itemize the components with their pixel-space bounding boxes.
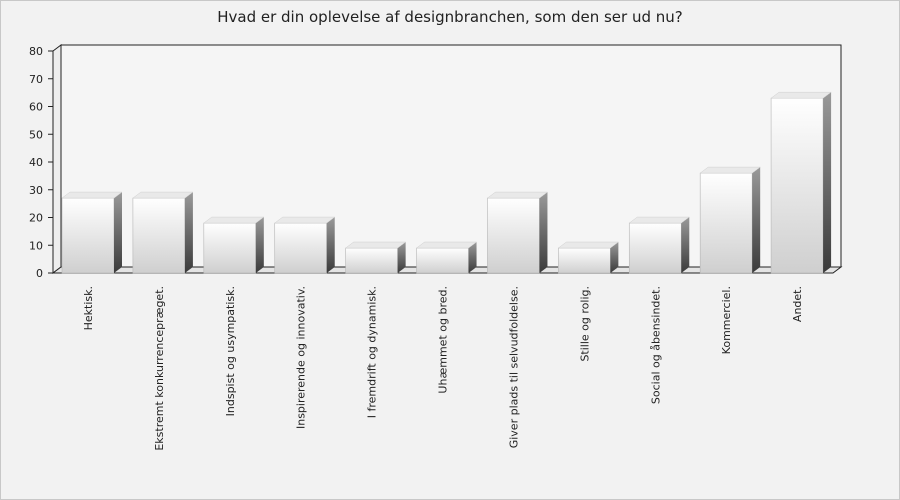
- x-tick-label: Ekstremt konkurrencepræget.: [153, 286, 166, 451]
- y-tick-label: 40: [29, 156, 43, 169]
- x-tick-label: Uhæmmet og bred.: [437, 286, 450, 394]
- bar: [203, 216, 265, 274]
- x-tick-label: Inspirerende og innovativ.: [295, 286, 308, 429]
- bar-side: [681, 217, 690, 273]
- bar-top: [273, 216, 336, 224]
- bar-front: [61, 197, 115, 274]
- plot-side-wall: [52, 44, 62, 274]
- bar: [344, 241, 407, 274]
- x-tick-label: Kommerciel.: [720, 286, 733, 354]
- bar: [628, 216, 691, 274]
- bar-front: [628, 222, 682, 274]
- bar-top: [557, 241, 620, 249]
- bar-top: [203, 216, 265, 224]
- y-tick-label: 10: [29, 239, 43, 252]
- bar: [132, 191, 194, 274]
- y-tick-label: 80: [29, 45, 43, 58]
- x-tick-label: Indspist og usympatisk.: [224, 286, 237, 416]
- y-tick-label: 20: [29, 212, 43, 225]
- x-tick-label: Stille og rolig.: [578, 286, 591, 362]
- y-tick-label: 30: [29, 184, 43, 197]
- x-tick-label: Andet.: [791, 286, 804, 322]
- bar-top: [628, 216, 691, 224]
- bar-top: [770, 91, 832, 99]
- bar-front: [274, 222, 328, 274]
- y-tick-label: 70: [29, 73, 43, 86]
- bar: [415, 241, 478, 274]
- y-tick-label: 0: [36, 267, 43, 280]
- bar-front: [699, 172, 753, 274]
- bar-side: [468, 242, 477, 273]
- bar-side: [326, 217, 335, 273]
- bar-side: [397, 242, 406, 273]
- bar-top: [699, 166, 761, 174]
- bar-front: [203, 222, 257, 274]
- bar-top: [486, 191, 549, 199]
- bar-side: [255, 217, 264, 273]
- bar: [699, 166, 761, 274]
- bar-top: [132, 191, 194, 199]
- bar-top: [61, 191, 123, 199]
- bar-front: [770, 97, 824, 274]
- bar-side: [823, 92, 832, 273]
- bar-top: [344, 241, 407, 249]
- y-tick-label: 60: [29, 101, 43, 114]
- x-tick-label: Social og åbensindet.: [649, 286, 662, 404]
- bar-top: [415, 241, 478, 249]
- x-tick-label: I fremdrift og dynamisk.: [366, 286, 379, 418]
- bar-side: [539, 192, 548, 273]
- bar-side: [114, 192, 122, 273]
- x-tick-label: Giver plads til selvudfoldelse.: [507, 286, 520, 448]
- bar-side: [610, 242, 619, 273]
- bar: [557, 241, 620, 274]
- bar-front: [416, 247, 469, 274]
- y-tick-label: 50: [29, 128, 43, 141]
- bar-front: [132, 197, 186, 274]
- bar: [273, 216, 336, 274]
- bar-side: [184, 192, 193, 273]
- bar-front: [487, 197, 540, 274]
- bar: [61, 191, 123, 274]
- bar-front: [558, 247, 611, 274]
- chart-title: Hvad er din oplevelse af designbranchen,…: [217, 8, 683, 26]
- bar-side: [752, 167, 761, 273]
- bar: [770, 91, 832, 274]
- x-tick-label: Hektisk.: [82, 286, 95, 330]
- bar: [486, 191, 549, 274]
- bar-front: [345, 247, 398, 274]
